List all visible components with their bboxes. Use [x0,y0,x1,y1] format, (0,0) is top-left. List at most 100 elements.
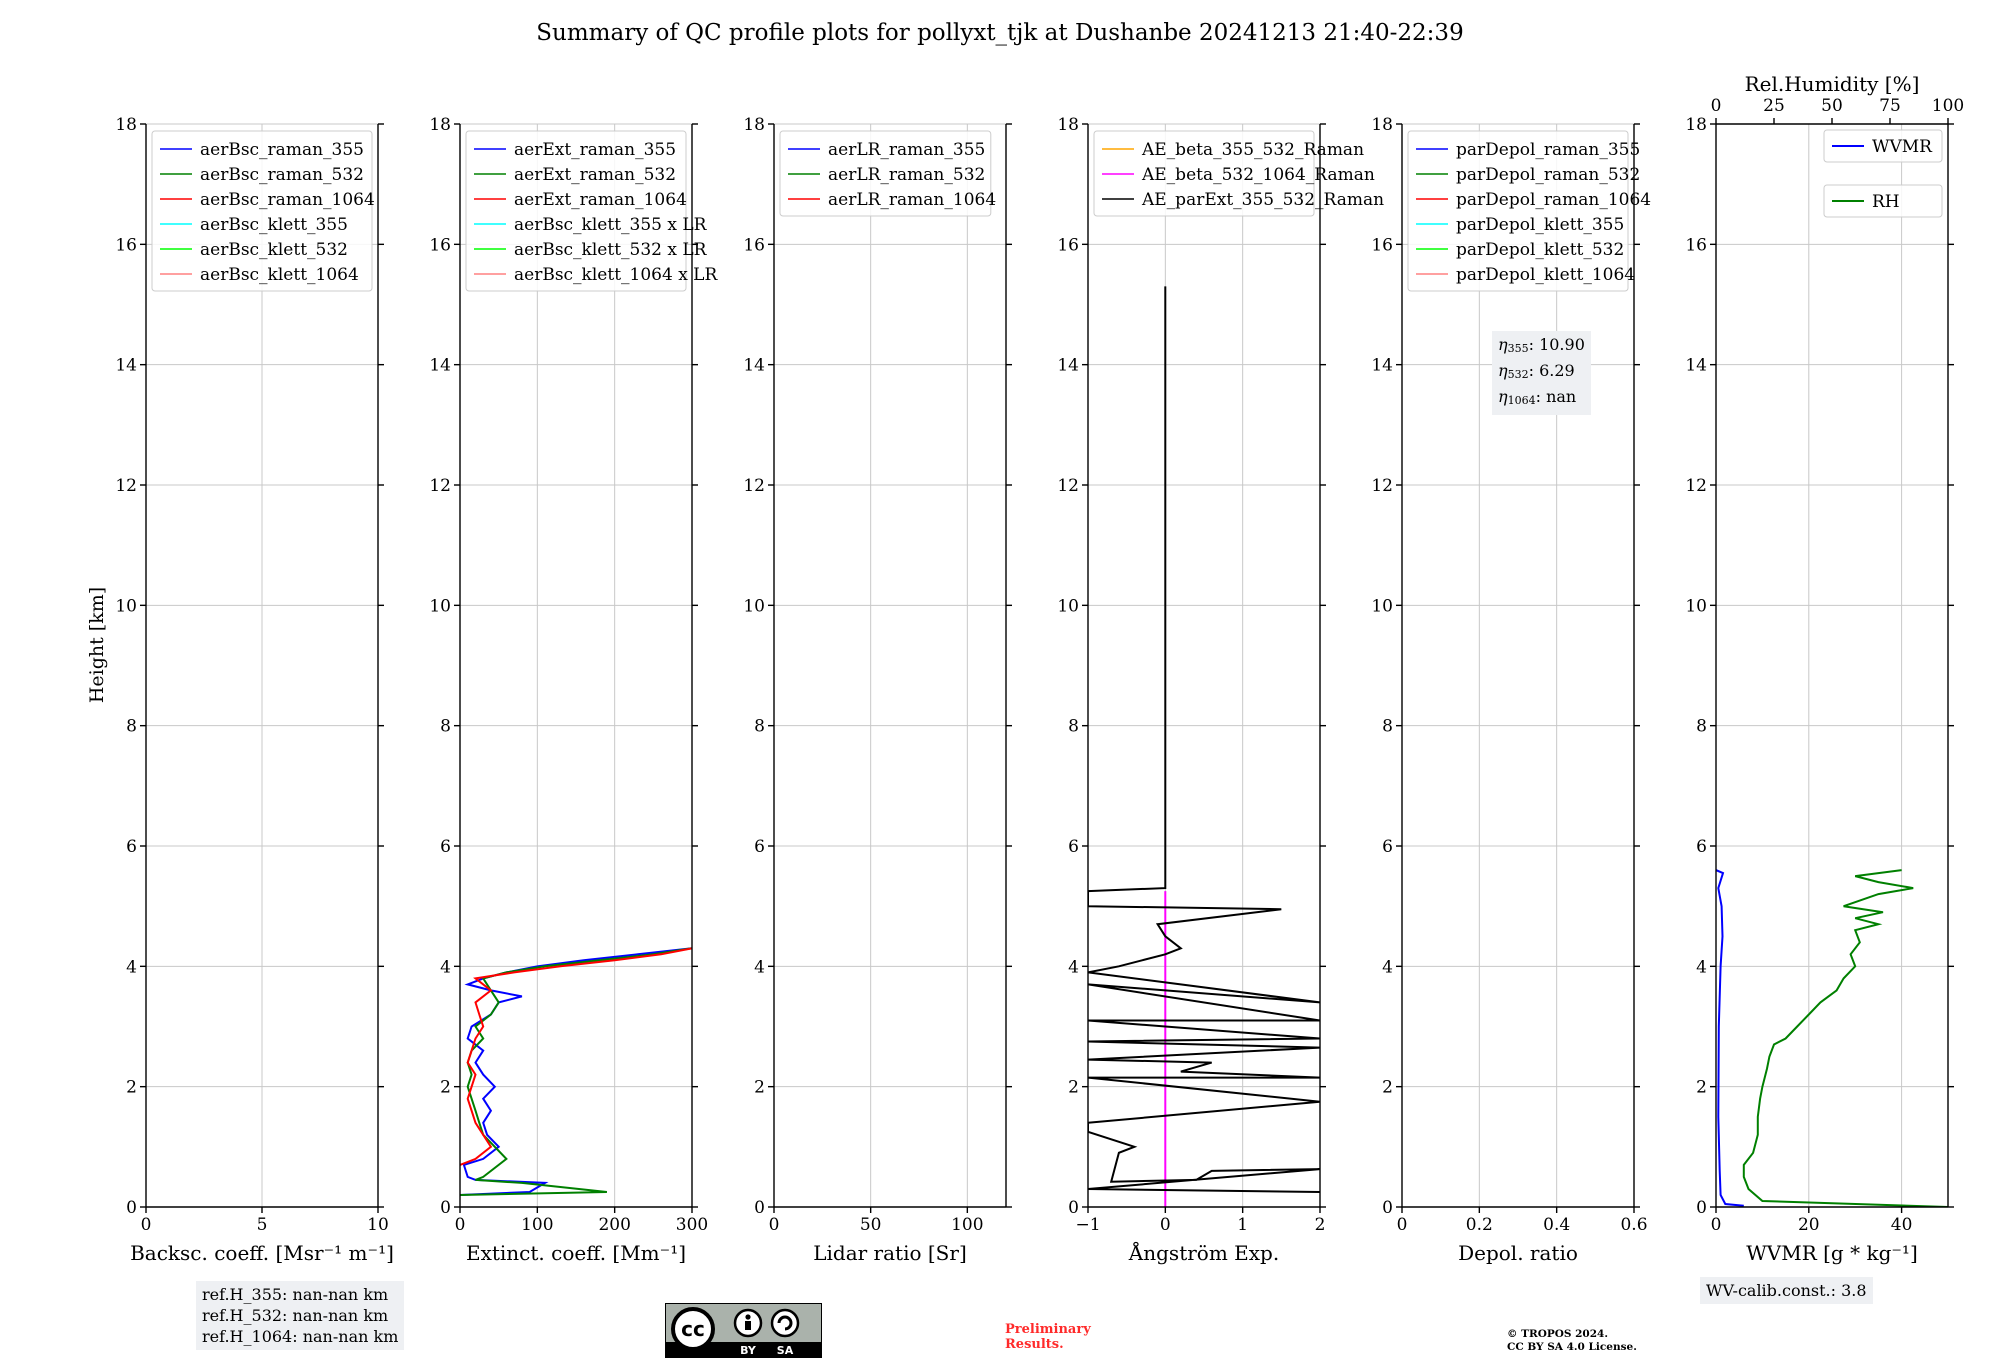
panel-extinction-series-aerExt-raman-532 [460,947,692,1196]
panel-water_vapor-top-xtick-label: 100 [1932,96,1964,116]
panel-angstrom-xtick-label: 1 [1237,1215,1248,1235]
panel-backscatter-xtick-label: 5 [257,1215,268,1235]
panel-water_vapor-legend-box-RH [1823,184,1943,218]
panel-angstrom-series-AE-parExt-355-532-Raman [1088,286,1320,1193]
panel-depolarization-ytick-label: 14 [1371,356,1393,376]
panel-water_vapor-ytick-label: 10 [1685,596,1707,616]
panel-extinction-ytick-label: 14 [429,356,451,376]
panel-lidar_ratio-ytick-label: 14 [743,356,765,376]
panel-extinction-legend-label-aerBsc-klett-1064-x-LR: aerBsc_klett_1064 x LR [514,265,718,285]
panel-depolarization-legend-box [1407,130,1629,292]
panel-backscatter-legend-label-aerBsc-klett-1064: aerBsc_klett_1064 [200,265,359,285]
panel-depolarization-xtick-label: 0.2 [1466,1215,1493,1235]
panel-water_vapor-top-xtick-label: 25 [1763,96,1785,116]
panel-depolarization-legend-label-parDepol-raman-532: parDepol_raman_532 [1456,165,1640,185]
panel-extinction-xtick-label: 0 [455,1215,466,1235]
panel-water_vapor-ytick-label: 14 [1685,356,1707,376]
panel-backscatter-ytick-label: 12 [115,476,137,496]
panel-backscatter-xlabel: Backsc. coeff. [Msr⁻¹ m⁻¹] [130,1241,394,1265]
panel-backscatter-legend-label-aerBsc-klett-355: aerBsc_klett_355 [200,215,348,235]
panel-lidar_ratio-xtick-label: 100 [951,1215,983,1235]
panel-extinction-xtick-label: 300 [676,1215,708,1235]
eta-355: η355: 10.90 [1498,335,1585,355]
panel-extinction-legend-label-aerExt-raman-1064: aerExt_raman_1064 [514,190,687,210]
panel-angstrom-xlabel: Ångström Exp. [1128,1240,1279,1265]
panel-angstrom-ytick-label: 10 [1057,596,1079,616]
panel-water_vapor-top-xlabel: Rel.Humidity [%] [1745,72,1920,96]
share-alike-icon [770,1308,800,1338]
ref-h-355: ref.H_355: nan-nan km [202,1285,389,1304]
panel-extinction-legend-box [465,130,687,292]
preliminary-note: Preliminary Results. [1005,1322,1091,1352]
panel-depolarization-legend-label-parDepol-klett-355: parDepol_klett_355 [1456,215,1624,235]
panel-water_vapor-ytick-label: 12 [1685,476,1707,496]
panel-angstrom-ytick-label: 8 [1068,717,1079,737]
panel-extinction-series-aerExt-raman-1064 [460,947,692,1166]
panel-backscatter-ytick-label: 8 [126,717,137,737]
panel-angstrom-ytick-label: 16 [1057,235,1079,255]
panel-water_vapor-legend-box-WVMR [1823,129,1943,163]
panel-depolarization-ytick-label: 0 [1382,1198,1393,1218]
panel-water_vapor-series-RH [1742,869,1948,1207]
panel-lidar_ratio-ytick-label: 6 [754,837,765,857]
panel-backscatter-ytick-label: 2 [126,1078,137,1098]
panel-extinction-xtick-label: 200 [598,1215,630,1235]
panel-water_vapor-xlabel: WVMR [g * kg⁻¹] [1746,1241,1918,1265]
panel-water_vapor-xtick-label: 0 [1711,1215,1722,1235]
figure-title: Summary of QC profile plots for pollyxt_… [536,20,1464,46]
panel-angstrom-ytick-label: 4 [1068,957,1079,977]
panel-water_vapor-ytick-label: 4 [1696,957,1707,977]
cc-sa-label: SA [777,1344,794,1357]
panel-extinction-legend-label-aerBsc-klett-532-x-LR: aerBsc_klett_532 x LR [514,240,708,260]
panel-water_vapor-ytick-label: 0 [1696,1198,1707,1218]
panel-backscatter-legend-box [151,130,373,292]
panel-extinction-ytick-label: 4 [440,957,451,977]
panel-lidar_ratio-ytick-label: 16 [743,235,765,255]
copyright-note: © TROPOS 2024. CC BY SA 4.0 License. [1507,1328,1637,1353]
panel-depolarization-ytick-label: 2 [1382,1078,1393,1098]
panel-depolarization-xtick-label: 0.6 [1620,1215,1647,1235]
panel-water_vapor-top-xtick-label: 0 [1711,96,1722,116]
panel-angstrom-ytick-label: 0 [1068,1198,1079,1218]
panel-depolarization-xlabel: Depol. ratio [1458,1241,1578,1265]
panel-water_vapor-ytick-label: 6 [1696,837,1707,857]
panel-backscatter-ytick-label: 16 [115,235,137,255]
panel-lidar_ratio-ytick-label: 12 [743,476,765,496]
panel-lidar_ratio-xtick-label: 50 [860,1215,882,1235]
panel-extinction-legend-label-aerExt-raman-355: aerExt_raman_355 [514,140,676,160]
panel-backscatter-xtick-label: 10 [367,1215,389,1235]
panel-extinction-ytick-label: 8 [440,717,451,737]
panel-angstrom-xtick-label: 0 [1160,1215,1171,1235]
panel-extinction-legend-label-aerBsc-klett-355-x-LR: aerBsc_klett_355 x LR [514,215,708,235]
panel-angstrom-ytick-label: 2 [1068,1078,1079,1098]
panel-extinction-ytick-label: 0 [440,1198,451,1218]
panel-depolarization-legend-label-parDepol-raman-1064: parDepol_raman_1064 [1456,190,1651,210]
panel-lidar_ratio-xtick-label: 0 [769,1215,780,1235]
panel-angstrom-ytick-label: 12 [1057,476,1079,496]
reference-height-box: ref.H_355: nan-nan km ref.H_532: nan-nan… [196,1281,405,1350]
panel-backscatter-ytick-label: 4 [126,957,137,977]
cc-license-badge: cc BY SA [665,1303,822,1358]
svg-text:cc: cc [681,1317,705,1341]
panel-angstrom-ytick-label: 18 [1057,115,1079,135]
panel-lidar_ratio-ytick-label: 0 [754,1198,765,1218]
y-axis-label: Height [km] [86,587,108,703]
panel-extinction-legend-label-aerExt-raman-532: aerExt_raman_532 [514,165,676,185]
panel-angstrom-legend-label-AE-parExt-355-532-Raman: AE_parExt_355_532_Raman [1141,190,1384,210]
panel-lidar_ratio-ytick-label: 2 [754,1078,765,1098]
panel-backscatter-ytick-label: 0 [126,1198,137,1218]
panel-angstrom-xtick-label: −1 [1075,1215,1100,1235]
panel-depolarization-ytick-label: 6 [1382,837,1393,857]
panel-extinction-ytick-label: 12 [429,476,451,496]
panel-water_vapor-top-xtick-label: 75 [1879,96,1901,116]
panel-lidar_ratio-ytick-label: 8 [754,717,765,737]
panel-depolarization-ytick-label: 16 [1371,235,1393,255]
panel-depolarization-xtick-label: 0.4 [1543,1215,1570,1235]
panel-angstrom-xtick-label: 2 [1315,1215,1326,1235]
panel-lidar_ratio-ytick-label: 18 [743,115,765,135]
panel-depolarization-ytick-label: 8 [1382,717,1393,737]
panel-water_vapor-xtick-label: 40 [1891,1215,1913,1235]
panel-water_vapor-ytick-label: 8 [1696,717,1707,737]
panel-extinction-ytick-label: 10 [429,596,451,616]
panel-backscatter-ytick-label: 18 [115,115,137,135]
